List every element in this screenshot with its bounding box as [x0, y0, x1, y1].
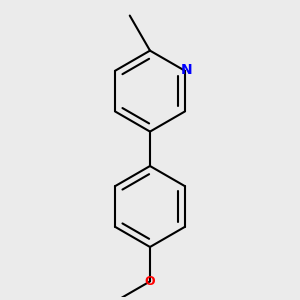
Text: N: N [181, 63, 193, 77]
Text: O: O [145, 275, 155, 288]
